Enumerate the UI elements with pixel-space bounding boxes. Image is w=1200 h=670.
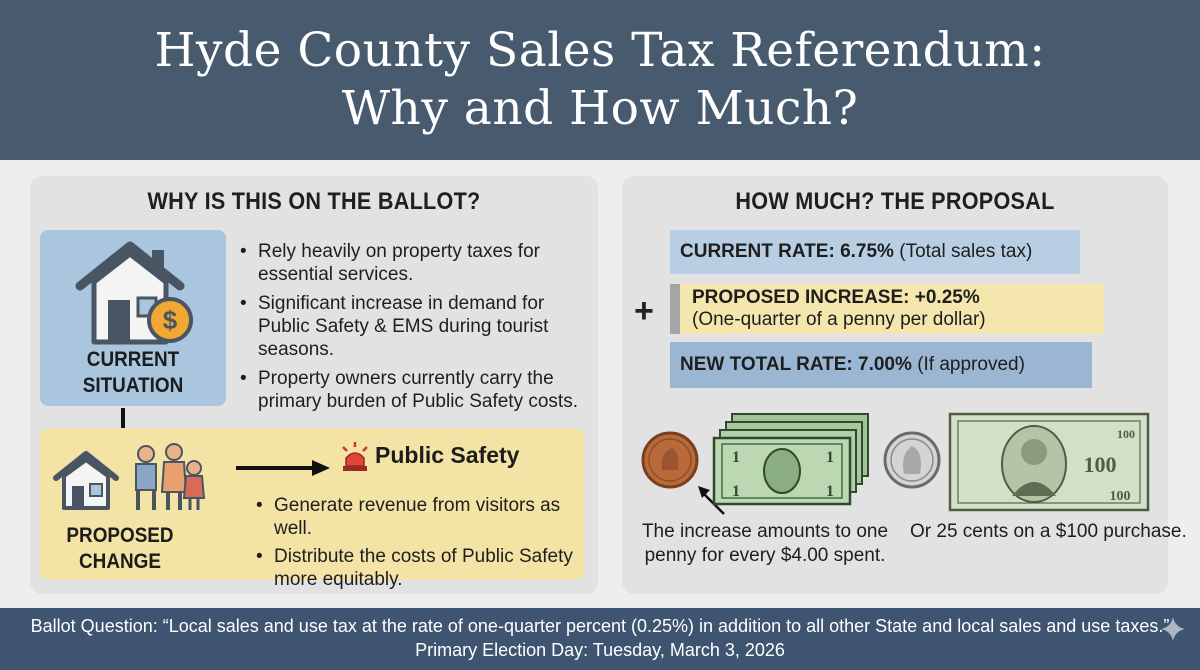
family-icon [135,443,206,510]
hundred-dollar-bill-icon: 100 100 100 [948,412,1150,512]
current-rate-bar: CURRENT RATE: 6.75% (Total sales tax) [670,230,1080,274]
penny-caption-line-2: penny for every $4.00 spent. [644,545,886,566]
svg-text:100: 100 [1117,427,1135,441]
arrow-right-icon [236,460,330,476]
svg-text:1: 1 [732,483,740,500]
svg-text:100: 100 [1110,489,1131,504]
how-much-heading: HOW MUCH? THE PROPOSAL [735,188,1055,215]
quarter-icon [883,431,941,489]
siren-icon [342,442,368,471]
ballot-question: Ballot Question: “Local sales and use ta… [30,616,1170,636]
current-situation-bullets: Rely heavily on property taxes for essen… [238,240,598,419]
sparkle-icon [1161,617,1185,641]
current-label-line-2: SITUATION [82,374,184,397]
house-icon [53,451,119,510]
election-day: Primary Election Day: Tuesday, March 3, … [415,640,785,660]
proposed-label-line-1: PROPOSED [66,524,174,547]
proposed-change-box: Public Safety PROPOSED CHANGE Generate r… [40,428,584,590]
proposed-label-line-2: CHANGE [79,550,161,573]
list-item: Generate revenue from visitors as well. [254,494,594,540]
svg-text:1: 1 [732,449,740,466]
increase-note: (One-quarter of a penny per dollar) [692,309,986,330]
current-rate-label: CURRENT RATE: 6.75% [680,241,894,262]
current-situation-label: CURRENT SITUATION [49,347,216,399]
current-label-line-1: CURRENT [86,348,180,371]
house-with-dollar-icon: $ [75,241,193,345]
header-banner: Hyde County Sales Tax Referendum: Why an… [0,0,1200,160]
penny-icon [641,431,699,489]
new-rate-note: (If approved) [917,354,1025,375]
current-situation-box: $ CURRENT SITUATION [40,230,226,406]
list-item: Distribute the costs of Public Safety mo… [254,545,594,591]
quarter-caption: Or 25 cents on a $100 purchase. [910,521,1187,542]
increase-stripe [670,284,680,334]
svg-text:1: 1 [826,483,834,500]
new-rate-label: NEW TOTAL RATE: 7.00% [680,354,912,375]
public-safety-label: Public Safety [375,442,520,468]
increase-label: PROPOSED INCREASE: +0.25% [692,287,980,308]
proposed-change-bullets: Generate revenue from visitors as well. … [254,494,594,596]
page-title: Hyde County Sales Tax Referendum: Why an… [0,22,1200,138]
list-item: Property owners currently carry the prim… [238,367,598,413]
current-rate-note: (Total sales tax) [899,241,1033,262]
why-heading: WHY IS THIS ON THE BALLOT? [147,188,481,215]
svg-text:1: 1 [826,449,834,466]
penny-caption: The increase amounts to one penny for ev… [630,520,900,568]
svg-text:100: 100 [1084,452,1117,477]
dollar-bills-icon: 1 1 1 1 [712,413,869,506]
list-item: Rely heavily on property taxes for essen… [238,240,598,286]
title-line-2: Why and How Much? [341,81,859,136]
penny-caption-line-1: The increase amounts to one [641,521,889,542]
proposed-increase-bar: PROPOSED INCREASE: +0.25% (One-quarter o… [670,284,1104,334]
new-rate-bar: NEW TOTAL RATE: 7.00% (If approved) [670,342,1092,388]
list-item: Significant increase in demand for Publi… [238,292,598,361]
footer-banner: Ballot Question: “Local sales and use ta… [0,608,1200,670]
proposed-change-label: PROPOSED CHANGE [48,523,192,575]
plus-sign: + [634,292,654,330]
how-much-panel: HOW MUCH? THE PROPOSAL CURRENT RATE: 6.7… [622,176,1187,594]
title-line-1: Hyde County Sales Tax Referendum: [154,23,1046,78]
why-panel: WHY IS THIS ON THE BALLOT? $ CURRENT SIT… [30,176,598,594]
svg-text:$: $ [163,305,178,335]
